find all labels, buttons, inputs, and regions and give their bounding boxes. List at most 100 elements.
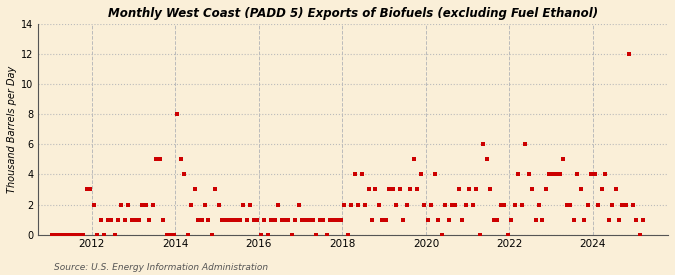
Point — [373, 202, 384, 207]
Point — [506, 217, 516, 222]
Point — [221, 217, 232, 222]
Point — [224, 217, 235, 222]
Point — [377, 217, 388, 222]
Point — [147, 202, 158, 207]
Point — [283, 217, 294, 222]
Point — [575, 187, 586, 192]
Point — [572, 172, 583, 177]
Point — [533, 202, 544, 207]
Point — [530, 217, 541, 222]
Point — [583, 202, 593, 207]
Point — [447, 202, 458, 207]
Point — [155, 157, 165, 162]
Point — [464, 187, 475, 192]
Point — [384, 187, 395, 192]
Point — [294, 202, 304, 207]
Point — [161, 232, 172, 237]
Point — [628, 202, 639, 207]
Point — [394, 187, 405, 192]
Point — [418, 202, 429, 207]
Point — [516, 202, 527, 207]
Point — [402, 202, 412, 207]
Point — [457, 217, 468, 222]
Point — [339, 202, 350, 207]
Point — [119, 217, 130, 222]
Point — [116, 202, 127, 207]
Point — [492, 217, 503, 222]
Point — [439, 202, 450, 207]
Point — [426, 202, 437, 207]
Point — [523, 172, 534, 177]
Point — [217, 217, 227, 222]
Point — [109, 232, 120, 237]
Point — [321, 232, 332, 237]
Point — [328, 217, 339, 222]
Point — [134, 217, 144, 222]
Point — [92, 232, 103, 237]
Point — [74, 232, 85, 237]
Point — [165, 232, 176, 237]
Point — [290, 217, 301, 222]
Point — [360, 202, 371, 207]
Point — [460, 202, 471, 207]
Point — [499, 202, 510, 207]
Point — [311, 232, 322, 237]
Point — [57, 232, 68, 237]
Point — [140, 202, 151, 207]
Point — [356, 172, 367, 177]
Point — [78, 232, 88, 237]
Point — [189, 187, 200, 192]
Point — [495, 202, 506, 207]
Point — [144, 217, 155, 222]
Point — [454, 187, 464, 192]
Point — [266, 217, 277, 222]
Point — [242, 217, 252, 222]
Point — [391, 202, 402, 207]
Point — [99, 232, 109, 237]
Point — [513, 172, 524, 177]
Point — [468, 202, 479, 207]
Point — [520, 142, 531, 147]
Point — [412, 187, 423, 192]
Point — [245, 202, 256, 207]
Point — [300, 217, 311, 222]
Point — [186, 202, 196, 207]
Point — [315, 217, 325, 222]
Point — [182, 232, 193, 237]
Point — [64, 232, 75, 237]
Point — [596, 187, 607, 192]
Point — [488, 217, 499, 222]
Point — [130, 217, 141, 222]
Point — [436, 232, 447, 237]
Point — [478, 142, 489, 147]
Point — [638, 217, 649, 222]
Point — [450, 202, 461, 207]
Point — [231, 217, 242, 222]
Point — [106, 217, 117, 222]
Point — [405, 187, 416, 192]
Point — [287, 232, 298, 237]
Point — [252, 217, 263, 222]
Point — [349, 172, 360, 177]
Point — [210, 187, 221, 192]
Point — [610, 187, 621, 192]
Text: Source: U.S. Energy Information Administration: Source: U.S. Energy Information Administ… — [54, 263, 268, 272]
Point — [95, 217, 106, 222]
Point — [332, 217, 343, 222]
Point — [363, 187, 374, 192]
Point — [631, 217, 642, 222]
Point — [213, 202, 224, 207]
Point — [387, 187, 398, 192]
Point — [200, 202, 211, 207]
Point — [429, 172, 440, 177]
Point — [238, 202, 248, 207]
Point — [578, 217, 589, 222]
Point — [158, 217, 169, 222]
Point — [562, 202, 572, 207]
Point — [50, 232, 61, 237]
Point — [352, 202, 363, 207]
Point — [71, 232, 82, 237]
Point — [68, 232, 78, 237]
Point — [81, 187, 92, 192]
Point — [617, 202, 628, 207]
